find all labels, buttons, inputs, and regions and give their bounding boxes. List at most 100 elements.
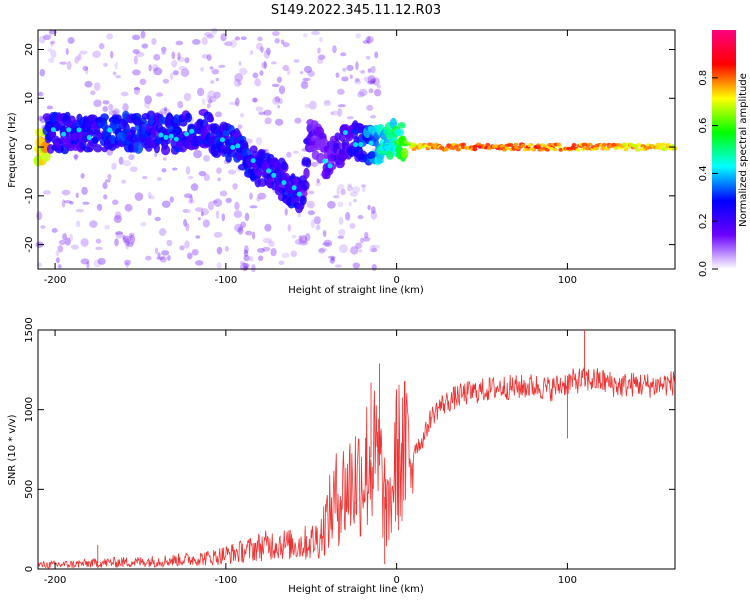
heatmap-cell [315,181,322,187]
heatmap-cell [210,80,215,84]
heatmap-cell [291,185,297,191]
heatmap-cell [132,112,142,121]
heatmap-cell [47,48,53,52]
heatmap-cell [129,234,133,239]
heatmap-cell [634,148,640,152]
heatmap-cell [151,37,157,45]
heatmap-cell [291,234,297,239]
heatmap-cell [513,142,519,147]
heatmap-cell [338,216,344,225]
colorbar-ticks: 0.0 0.2 0.4 0.6 0.8 [698,70,718,277]
heatmap-cell [133,87,141,91]
heatmap-cell [354,80,362,85]
colorbar: 0.0 0.2 0.4 0.6 0.8 Normalized spectral ampl… [698,30,749,277]
heatmap-cell [159,255,168,263]
heatmap-cell [184,131,190,137]
heatmap-cell [556,142,562,147]
heatmap-cell [334,264,342,268]
heatmap-cell [485,142,491,147]
heatmap-cell [230,39,237,48]
spectrogram-ytick-label: 0 [24,144,35,150]
heatmap-cell [161,51,166,55]
heatmap-cell [249,50,254,55]
heatmap-cell [257,192,267,200]
heatmap-cell [258,255,264,262]
heatmap-cell [304,158,312,168]
heatmap-cell [134,192,144,201]
heatmap-cell [346,64,354,72]
heatmap-cell [251,97,259,103]
heatmap-cell [84,80,93,88]
heatmap-cell [200,208,209,216]
heatmap-cell [373,88,382,97]
heatmap-cell [214,111,223,118]
heatmap-cell [520,143,526,148]
heatmap-cell [183,193,193,199]
heatmap-cell [362,40,369,44]
heatmap-cell [349,74,353,79]
heatmap-cell [249,192,253,200]
heatmap-cell [144,95,153,105]
heatmap-cell [201,54,209,59]
heatmap-cell [302,77,311,82]
heatmap-cell [183,218,188,227]
heatmap-cell [122,103,129,112]
heatmap-cell [352,186,361,194]
heatmap-cell [355,242,363,249]
spectrogram-frame [37,29,676,270]
heatmap-cell [217,177,222,182]
heatmap-cell [303,65,313,74]
heatmap-cell [318,132,327,140]
heatmap-cell [271,172,277,178]
heatmap-cell [104,224,111,230]
heatmap-cell [94,82,101,91]
heatmap-cell [661,142,667,147]
heatmap-cell [544,148,550,152]
heatmap-cell [333,195,340,199]
heatmap-cell [163,134,169,140]
heatmap-cell [298,235,302,242]
heatmap-cell [219,137,225,143]
heatmap-cell [95,246,103,251]
heatmap-cell [179,245,185,251]
heatmap-cell [40,225,46,229]
heatmap-cell [368,88,374,94]
heatmap-cell [389,142,395,148]
heatmap-cell [207,99,213,104]
heatmap-cell [62,233,67,241]
heatmap-cell [323,239,333,248]
heatmap-cell [308,100,317,110]
heatmap-cell [161,250,170,256]
heatmap-cell [337,235,345,239]
heatmap-cell [272,31,280,37]
heatmap-cell [307,210,316,216]
heatmap-cell [359,237,364,244]
heatmap-cell [230,144,236,150]
heatmap-cell [73,154,79,159]
heatmap-cell [39,68,46,77]
heatmap-cell [294,239,302,245]
heatmap-cell [237,124,243,130]
heatmap-cell [77,53,82,61]
heatmap-cell [203,154,211,162]
heatmap-cell [197,217,201,221]
heatmap-cell [59,61,68,65]
heatmap-cell [339,244,348,254]
heatmap-cell [353,142,359,148]
heatmap-cell [76,127,82,133]
heatmap-cell [155,92,164,97]
heatmap-cell [370,206,376,214]
heatmap-cell [322,158,328,164]
heatmap-cell [156,177,162,181]
heatmap-cell [80,173,85,179]
heatmap-cell [243,254,250,262]
spectrogram-xtick-label: 0 [393,275,399,286]
snr-xlabel: Height of straight line (km) [288,584,424,595]
heatmap-cell [168,133,174,139]
heatmap-cell [135,51,145,58]
heatmap-cell [206,34,215,39]
heatmap-cell [156,256,165,260]
heatmap-cell [258,151,266,160]
heatmap-cell [317,47,321,54]
